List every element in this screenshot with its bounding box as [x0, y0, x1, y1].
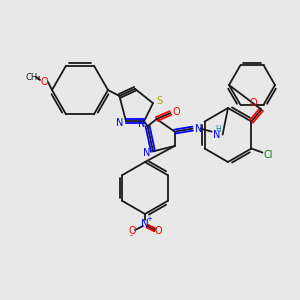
- Text: Cl: Cl: [264, 149, 273, 160]
- Text: -: -: [130, 232, 133, 241]
- Text: O: O: [154, 226, 162, 236]
- Text: CH₃: CH₃: [25, 73, 41, 82]
- Text: +: +: [146, 216, 152, 222]
- Text: O: O: [250, 98, 257, 109]
- Text: N: N: [141, 219, 149, 229]
- Text: N: N: [138, 119, 145, 129]
- Text: H: H: [216, 125, 221, 134]
- Text: S: S: [156, 96, 162, 106]
- Text: N: N: [213, 130, 220, 140]
- Text: N: N: [143, 148, 151, 158]
- Text: N: N: [116, 118, 124, 128]
- Text: O: O: [128, 226, 136, 236]
- Text: O: O: [40, 77, 48, 87]
- Text: N: N: [195, 124, 202, 134]
- Text: O: O: [173, 107, 180, 117]
